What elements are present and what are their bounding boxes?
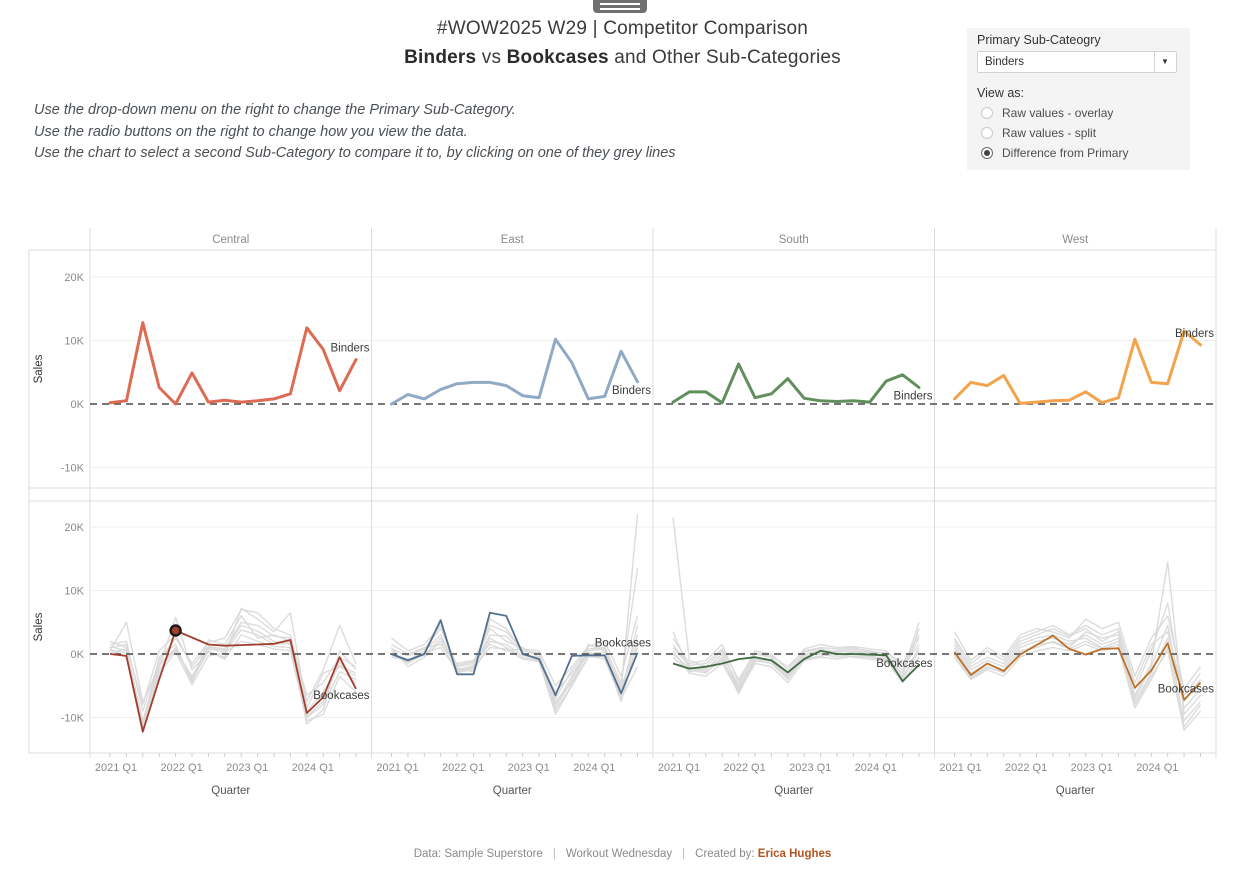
instruction-line: Use the drop-down menu on the right to c… (34, 102, 516, 118)
footer: Data: Sample Superstore | Workout Wednesda… (413, 848, 832, 860)
secondary-subcategory-name: Bookcases (506, 47, 609, 68)
x-tick-label: 2022 Q1 (442, 762, 484, 774)
x-tick-label: 2021 Q1 (376, 762, 418, 774)
series-label-bookcases-east: Bookcases (595, 638, 652, 650)
binders-line-east[interactable] (390, 337, 639, 406)
y-tick-label: -10K (61, 713, 85, 725)
primary-subcategory-name: Binders (404, 47, 477, 68)
other-subcategory-line-south-4[interactable] (672, 637, 920, 687)
other-subcategory-line-west-4[interactable] (953, 624, 1202, 709)
other-subcategory-line-west-7[interactable] (953, 602, 1202, 703)
chevron-down-icon: ▼ (1161, 57, 1169, 66)
x-tick-label: 2022 Q1 (723, 762, 765, 774)
x-axis-title: Quarter (211, 785, 250, 797)
y-tick-label: 20K (64, 272, 84, 284)
y-axis-title: Sales (33, 354, 45, 383)
x-axis-title: Quarter (1056, 785, 1095, 797)
footer-event: Workout Wednesday (565, 848, 673, 860)
other-subcategory-line-east-7[interactable] (391, 646, 639, 712)
bookcases-line-south[interactable] (672, 649, 920, 683)
series-label-binders-west: Binders (1175, 328, 1214, 340)
x-tick-label: 2021 Q1 (939, 762, 981, 774)
facet-header-central: Central (212, 234, 249, 246)
y-tick-label: 10K (64, 336, 84, 348)
binders-line-central[interactable] (108, 321, 358, 406)
footer-data-source: Data: Sample Superstore (413, 848, 543, 860)
control-panel: Primary Sub-Cateogry Binders ▼ View as: … (967, 28, 1190, 170)
binders-line-south[interactable] (671, 362, 921, 405)
dropdown-value: Binders (985, 56, 1024, 68)
grip-line (600, 3, 640, 5)
other-subcategory-line-central-5[interactable] (109, 634, 357, 731)
series-label-bookcases-south: Bookcases (876, 658, 933, 670)
x-tick-label: 2024 Q1 (292, 762, 334, 774)
other-subcategory-line-central-6[interactable] (109, 621, 357, 706)
facet-header-east: East (501, 234, 525, 246)
other-subcategory-line-south-7[interactable] (672, 647, 920, 689)
x-tick-label: 2021 Q1 (95, 762, 137, 774)
x-tick-label: 2022 Q1 (1005, 762, 1047, 774)
y-tick-label: 0K (71, 399, 85, 411)
grip-line (600, 8, 640, 10)
instruction-line: Use the chart to select a second Sub-Cat… (34, 145, 676, 161)
x-axis-title: Quarter (493, 785, 532, 797)
x-tick-label: 2022 Q1 (160, 762, 202, 774)
primary-subcategory-dropdown[interactable]: Binders ▼ (977, 51, 1177, 73)
other-subcategory-line-south-6[interactable] (672, 634, 920, 681)
other-subcategory-line-east-0[interactable] (391, 514, 639, 709)
x-tick-label: 2023 Q1 (508, 762, 550, 774)
x-tick-label: 2024 Q1 (573, 762, 615, 774)
instructions-text: Use the drop-down menu on the right to c… (34, 100, 676, 165)
faceted-line-chart: Central East South West 20K 10K 0K -10K Sales 20K… (28, 226, 1218, 806)
x-tick-label: 2024 Q1 (855, 762, 897, 774)
dropdown-arrow-button[interactable]: ▼ (1154, 52, 1176, 72)
other-subcategory-line-west-6[interactable] (953, 640, 1202, 731)
y-tick-label: 20K (64, 522, 84, 534)
series-label-bookcases-central: Bookcases (313, 690, 370, 702)
dropdown-label: Primary Sub-Cateogry (977, 33, 1101, 47)
series-label-binders-central: Binders (331, 343, 370, 355)
footer-created-by: Created by: (695, 848, 755, 860)
radio-circle-icon[interactable] (981, 147, 993, 159)
footer-author-link[interactable]: Erica Hughes (757, 848, 832, 860)
other-subcategory-line-south-3[interactable] (672, 650, 920, 693)
other-subcategory-line-central-4[interactable] (109, 608, 357, 712)
other-subcategory-line-east-2[interactable] (390, 637, 639, 715)
other-subcategory-line-central-0[interactable] (109, 624, 357, 722)
radio-circle-icon[interactable] (981, 127, 993, 139)
radio-circle-icon[interactable] (981, 107, 993, 119)
x-tick-label: 2023 Q1 (1071, 762, 1113, 774)
other-subcategory-line-east-5[interactable] (391, 637, 639, 706)
toolbar-grip-icon[interactable] (593, 0, 647, 13)
x-tick-label: 2021 Q1 (658, 762, 700, 774)
y-tick-label: 10K (64, 586, 84, 598)
bookcases-line-central[interactable] (109, 629, 357, 733)
x-tick-label: 2024 Q1 (1136, 762, 1178, 774)
x-tick-label: 2023 Q1 (226, 762, 268, 774)
facet-header-west: West (1062, 234, 1089, 246)
instruction-line: Use the radio buttons on the right to ch… (34, 123, 468, 140)
x-axis-title: Quarter (774, 785, 813, 797)
other-subcategory-line-west-2[interactable] (953, 624, 1202, 696)
bookcases-line-west[interactable] (953, 634, 1202, 701)
y-axis-title: Sales (33, 612, 45, 641)
y-tick-label: 0K (71, 649, 85, 661)
x-tick-label: 2023 Q1 (789, 762, 831, 774)
series-label-bookcases-west: Bookcases (1158, 684, 1215, 696)
facet-header-south: South (779, 234, 809, 246)
chart-svg: Central East South West 20K 10K 0K -10K Sales 20K… (28, 228, 1217, 797)
selected-point[interactable] (169, 624, 182, 637)
other-subcategory-line-central-7[interactable] (109, 629, 357, 725)
view-as-label: View as: (977, 86, 1025, 100)
series-label-binders-south: Binders (894, 390, 933, 402)
series-label-binders-east: Binders (612, 385, 651, 397)
bookcases-line-east[interactable] (391, 611, 639, 697)
binders-line-west[interactable] (953, 329, 1202, 405)
y-tick-label: -10K (61, 463, 85, 475)
